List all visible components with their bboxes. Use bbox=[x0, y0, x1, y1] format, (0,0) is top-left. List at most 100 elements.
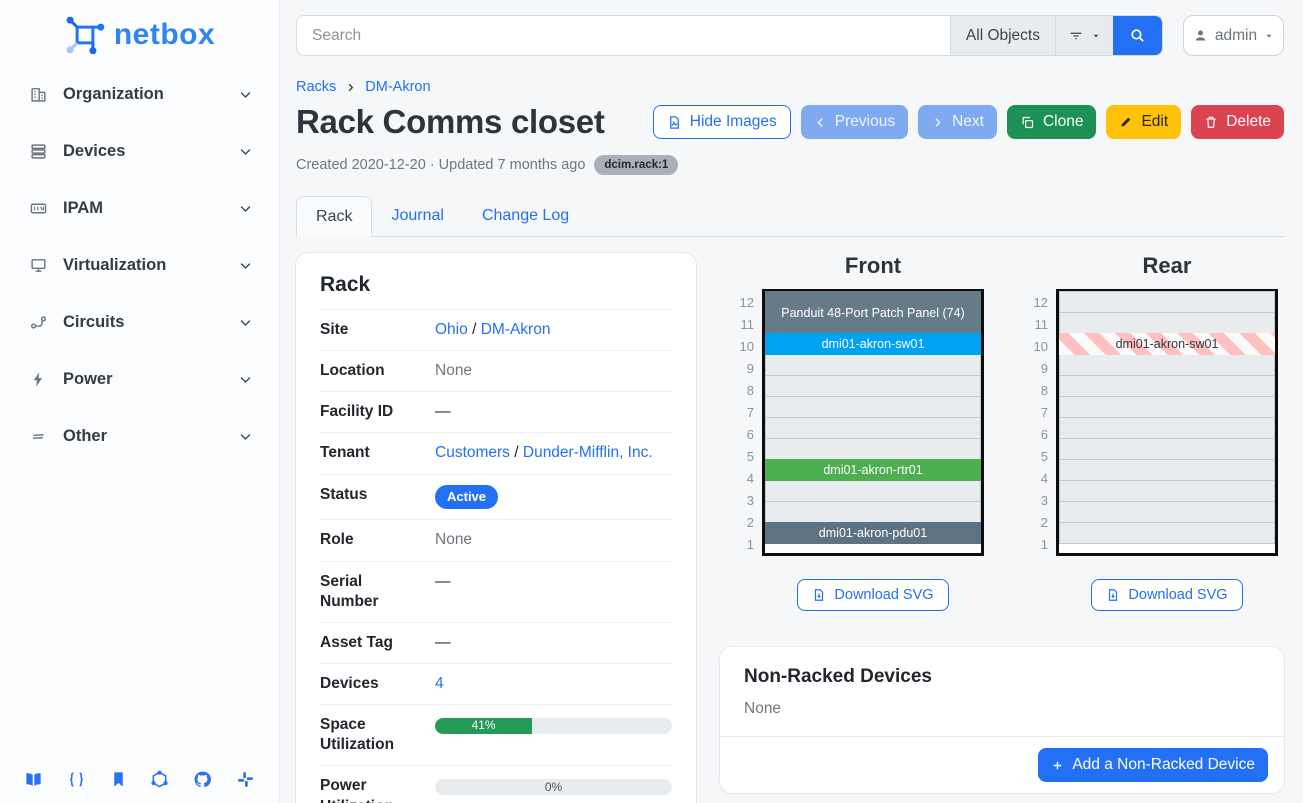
sidebar-item-circuits[interactable]: Circuits bbox=[0, 308, 279, 336]
sidebar: netbox Organization Devices IPAM Virtual… bbox=[0, 0, 280, 803]
non-racked-devices-title: Non-Racked Devices bbox=[744, 666, 932, 687]
attr-row-role: Role None bbox=[320, 519, 672, 560]
attr-row-location: Location None bbox=[320, 350, 672, 391]
sidebar-item-devices[interactable]: Devices bbox=[0, 137, 279, 165]
rear-download-svg-button[interactable]: Download SVG bbox=[1091, 579, 1243, 611]
previous-label: Previous bbox=[834, 113, 896, 130]
empty-slot[interactable] bbox=[1059, 438, 1275, 460]
graphql-icon[interactable] bbox=[150, 770, 169, 789]
download-file-icon bbox=[1106, 588, 1120, 602]
empty-slot[interactable] bbox=[765, 480, 981, 502]
attr-label: Tenant bbox=[320, 444, 370, 462]
attr-row-serial-number: Serial Number — bbox=[320, 560, 672, 622]
search-icon bbox=[1129, 27, 1146, 44]
copy-icon bbox=[1020, 115, 1035, 130]
space-utilization-fill: 41% bbox=[435, 718, 533, 735]
empty-slot[interactable] bbox=[1059, 522, 1275, 544]
sidebar-item-label: Organization bbox=[63, 84, 164, 103]
rack-device-pdu01[interactable]: dmi01-akron-pdu01 bbox=[765, 522, 981, 544]
front-download-svg-button[interactable]: Download SVG bbox=[797, 579, 949, 611]
devices-count-link[interactable]: 4 bbox=[435, 675, 444, 693]
rest-api-braces-icon[interactable] bbox=[67, 770, 86, 789]
sidebar-item-power[interactable]: Power bbox=[0, 365, 279, 393]
clone-button[interactable]: Clone bbox=[1006, 105, 1097, 139]
chevron-down-icon bbox=[238, 87, 253, 102]
site-group-link[interactable]: Ohio bbox=[435, 321, 468, 338]
caret-down-icon bbox=[1091, 31, 1101, 41]
empty-slot[interactable] bbox=[765, 354, 981, 376]
device-label: dmi01-akron-sw01 bbox=[1115, 337, 1219, 351]
slack-icon[interactable] bbox=[236, 770, 255, 789]
rear-rack: dmi01-akron-sw01 bbox=[1056, 289, 1278, 556]
empty-slot[interactable] bbox=[1059, 480, 1275, 502]
empty-slot[interactable] bbox=[1059, 354, 1275, 376]
device-label: Panduit 48-Port Patch Panel (74) bbox=[781, 305, 965, 320]
site-link[interactable]: DM-Akron bbox=[480, 321, 551, 338]
rack-device-sw01[interactable]: dmi01-akron-sw01 bbox=[765, 333, 981, 355]
empty-slot[interactable] bbox=[1059, 312, 1275, 334]
hide-images-button[interactable]: Hide Images bbox=[652, 105, 791, 139]
rack-device-rtr01[interactable]: dmi01-akron-rtr01 bbox=[765, 459, 981, 481]
attr-value: None bbox=[435, 362, 473, 380]
link-separator: / bbox=[472, 321, 477, 338]
meta-row: Created 2020-12-20 · Updated 7 months ag… bbox=[296, 155, 1284, 175]
next-label: Next bbox=[952, 113, 984, 130]
empty-slot[interactable] bbox=[765, 438, 981, 460]
sidebar-item-organization[interactable]: Organization bbox=[0, 80, 279, 108]
next-button[interactable]: Next bbox=[918, 105, 997, 139]
sidebar-item-ipam[interactable]: IPAM bbox=[0, 194, 279, 222]
empty-slot[interactable] bbox=[1059, 396, 1275, 418]
rack-device-patch-panel[interactable]: Panduit 48-Port Patch Panel (74) bbox=[765, 291, 981, 334]
attr-value: — bbox=[435, 633, 451, 651]
sidebar-item-virtualization[interactable]: Virtualization bbox=[0, 251, 279, 279]
delete-button[interactable]: Delete bbox=[1191, 105, 1284, 139]
unit-number: 12 bbox=[1033, 295, 1048, 310]
sidebar-item-other[interactable]: Other bbox=[0, 422, 279, 450]
unit-number: 11 bbox=[1034, 317, 1049, 332]
search-scope-select[interactable]: All Objects bbox=[949, 16, 1055, 55]
tab-change-log[interactable]: Change Log bbox=[481, 207, 570, 224]
server-icon bbox=[30, 143, 47, 160]
attr-row-asset-tag: Asset Tag — bbox=[320, 621, 672, 663]
tenant-group-link[interactable]: Customers bbox=[435, 444, 510, 462]
front-unit-numbers: 12 11 10 9 8 7 6 5 4 3 2 1 bbox=[732, 289, 754, 556]
empty-slot[interactable] bbox=[1059, 501, 1275, 523]
unit-number: 7 bbox=[746, 405, 754, 420]
tab-rack[interactable]: Rack bbox=[296, 196, 373, 237]
unit-number: 2 bbox=[1040, 515, 1048, 530]
empty-slot[interactable] bbox=[765, 375, 981, 397]
search-input[interactable] bbox=[297, 16, 950, 55]
previous-button[interactable]: Previous bbox=[800, 105, 909, 139]
user-menu-button[interactable]: admin bbox=[1183, 15, 1284, 56]
tenant-link[interactable]: Dunder-Mifflin, Inc. bbox=[522, 444, 653, 462]
breadcrumb-link-racks[interactable]: Racks bbox=[296, 79, 337, 95]
empty-slot[interactable] bbox=[1059, 459, 1275, 481]
empty-slot[interactable] bbox=[765, 396, 981, 418]
top-bar: All Objects admin bbox=[296, 15, 1284, 56]
docs-book-icon[interactable] bbox=[24, 770, 43, 789]
api-docs-bookmark-icon[interactable] bbox=[110, 770, 127, 789]
attr-label: Facility ID bbox=[320, 403, 394, 421]
rack-panel-title: Rack bbox=[320, 273, 371, 296]
attr-value: Ohio / DM-Akron bbox=[417, 320, 672, 340]
created-updated-text: Created 2020-12-20 · Updated 7 months ag… bbox=[296, 157, 586, 173]
search-filter-dropdown[interactable] bbox=[1055, 16, 1113, 55]
add-non-racked-device-button[interactable]: Add a Non-Racked Device bbox=[1038, 748, 1268, 782]
empty-slot[interactable] bbox=[1059, 291, 1275, 313]
unit-number: 1 bbox=[746, 537, 754, 552]
empty-slot[interactable] bbox=[1059, 375, 1275, 397]
empty-slot[interactable] bbox=[765, 417, 981, 439]
rack-device-sw01-rear[interactable]: dmi01-akron-sw01 bbox=[1059, 333, 1275, 355]
plus-icon bbox=[1051, 759, 1064, 772]
tab-bar: Rack Journal Change Log bbox=[296, 196, 1284, 237]
search-submit-button[interactable] bbox=[1113, 16, 1162, 55]
empty-slot[interactable] bbox=[1059, 417, 1275, 439]
empty-slot[interactable] bbox=[765, 501, 981, 523]
space-utilization-value: 41% bbox=[471, 718, 496, 733]
tab-journal[interactable]: Journal bbox=[391, 207, 444, 224]
edit-button[interactable]: Edit bbox=[1106, 105, 1182, 139]
attr-label: Space Utilization bbox=[320, 716, 395, 754]
github-icon[interactable] bbox=[193, 770, 212, 789]
netbox-logo[interactable]: netbox bbox=[0, 10, 279, 60]
breadcrumb-link-site[interactable]: DM-Akron bbox=[365, 79, 431, 95]
